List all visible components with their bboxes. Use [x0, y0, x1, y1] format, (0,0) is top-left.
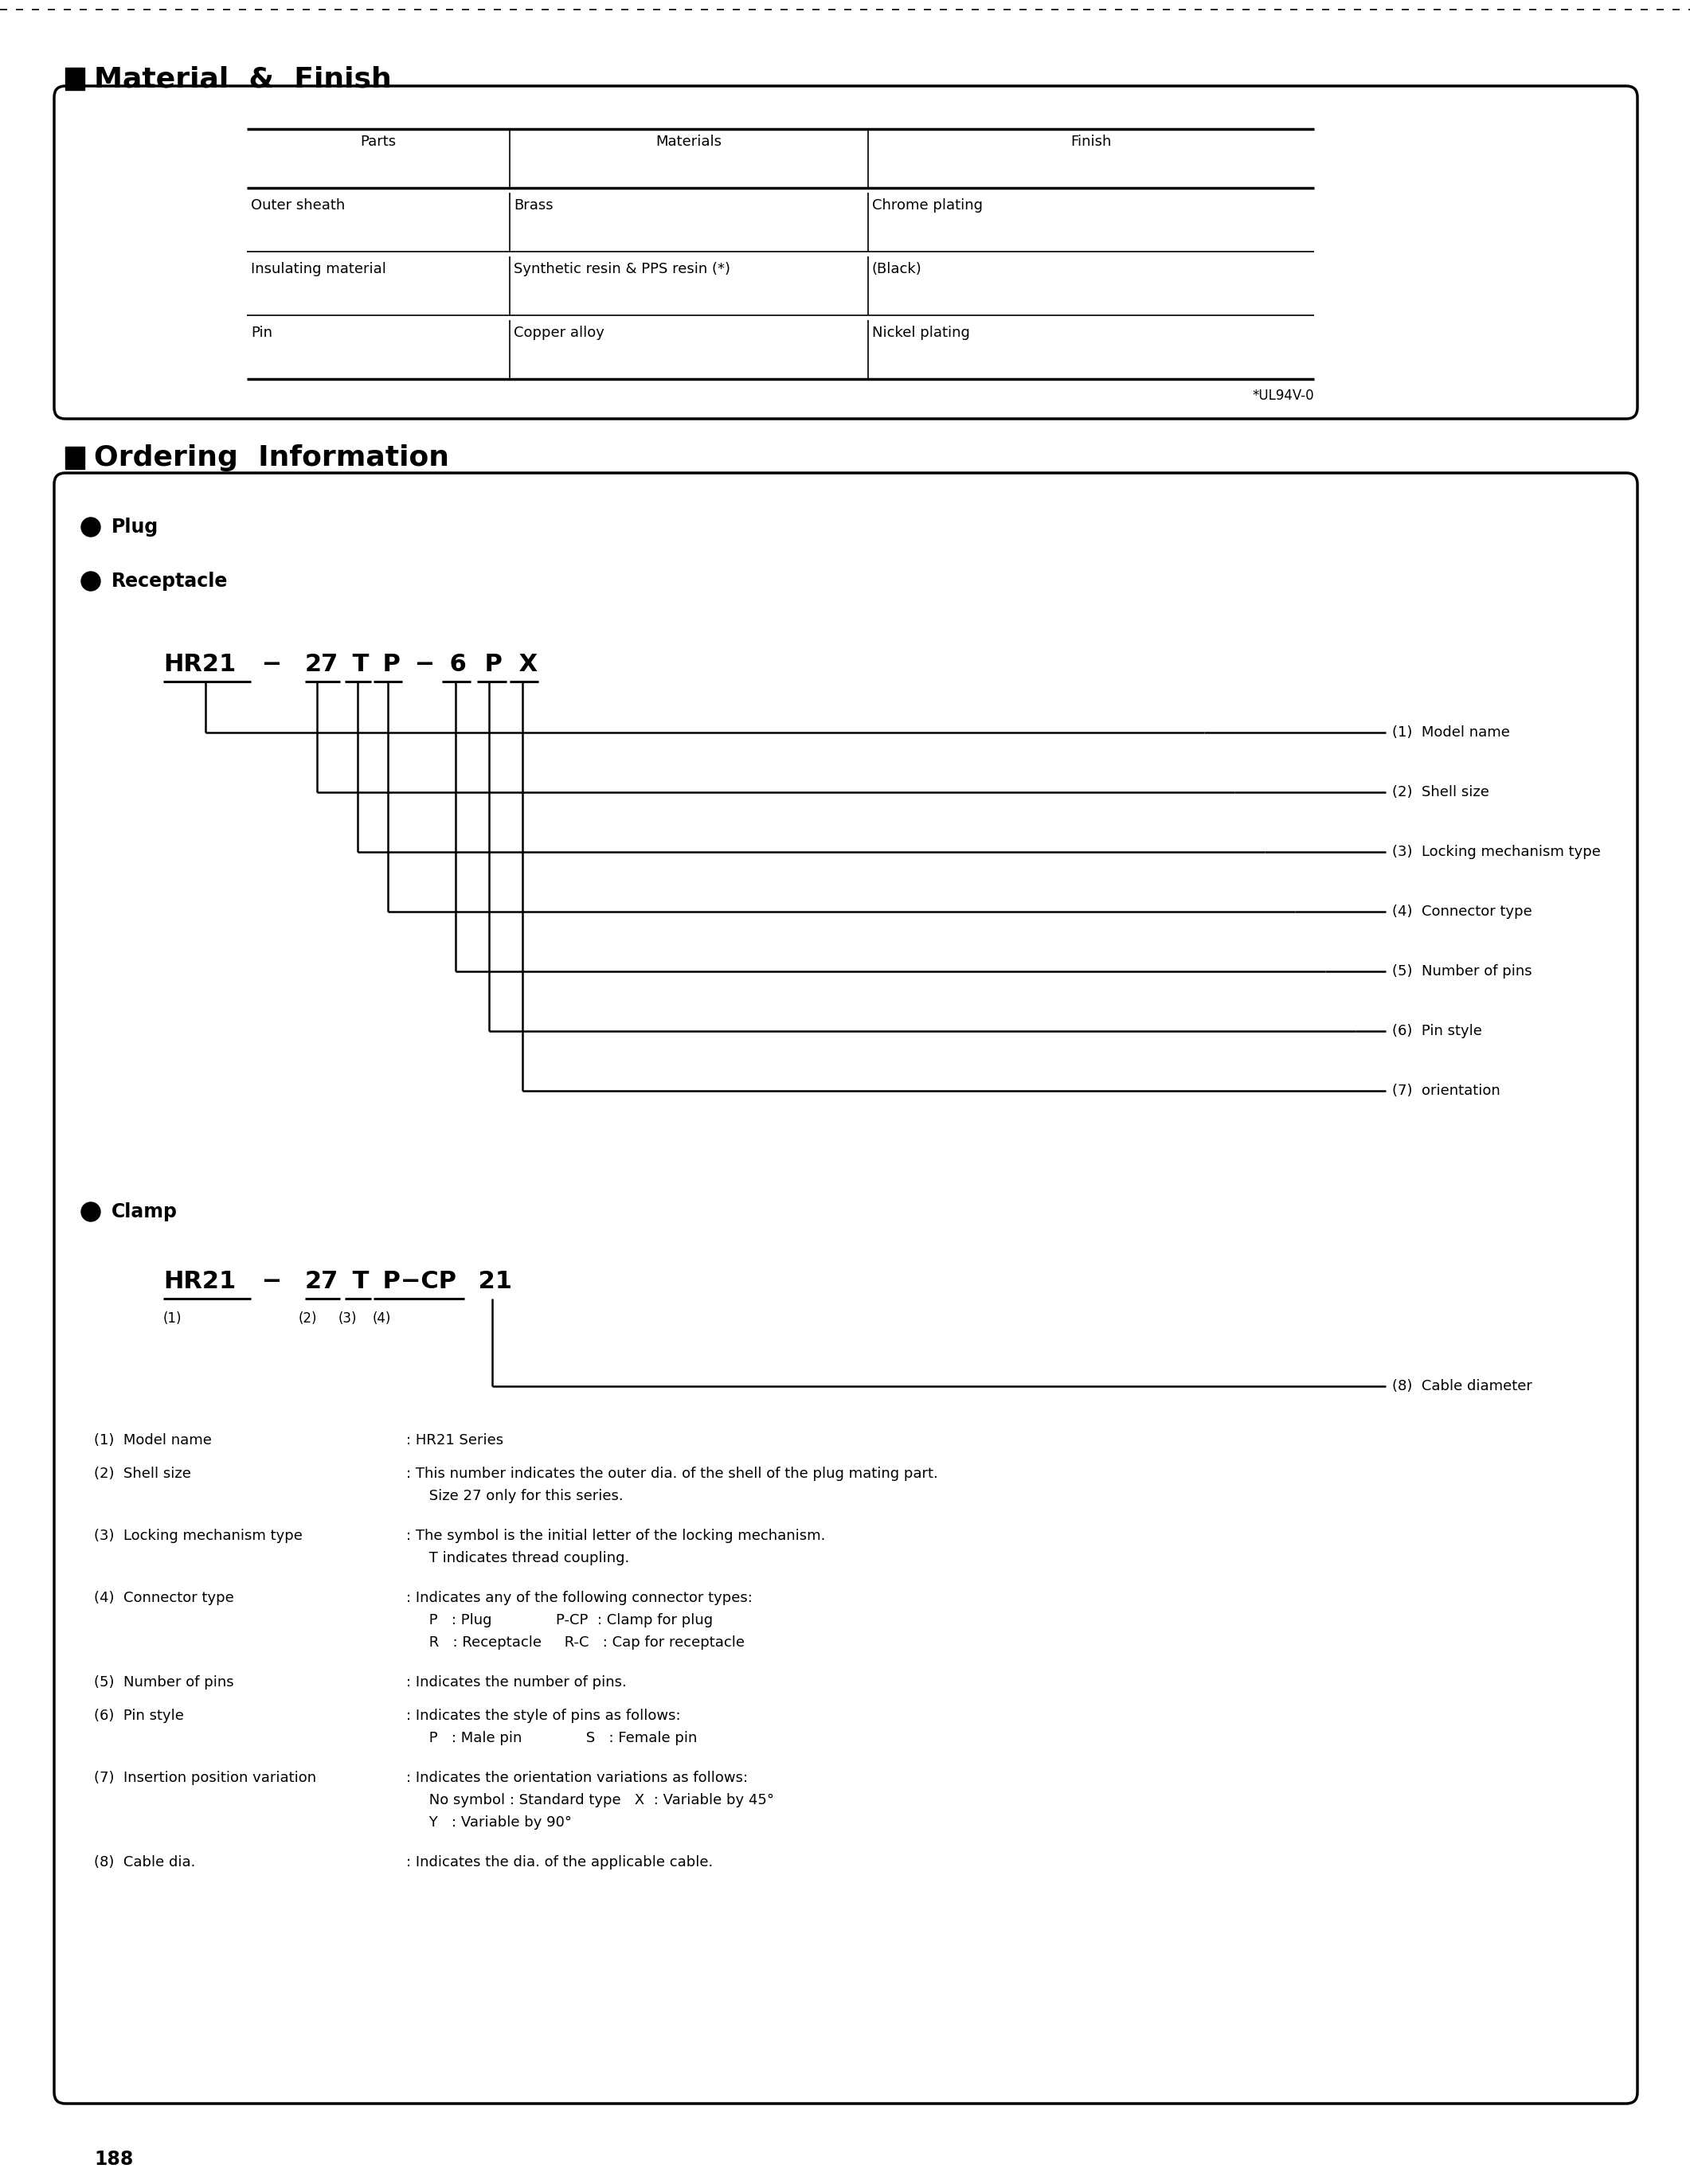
Text: (2): (2): [299, 1310, 318, 1326]
Text: (3)  Locking mechanism type: (3) Locking mechanism type: [95, 1529, 303, 1544]
Text: Nickel plating: Nickel plating: [872, 325, 970, 341]
Text: : This number indicates the outer dia. of the shell of the plug mating part.: : This number indicates the outer dia. o…: [406, 1468, 938, 1481]
Text: (5)  Number of pins: (5) Number of pins: [1393, 963, 1533, 978]
Text: (5)  Number of pins: (5) Number of pins: [95, 1675, 233, 1690]
Text: Clamp: Clamp: [112, 1201, 177, 1221]
Circle shape: [81, 572, 100, 592]
Text: (2)  Shell size: (2) Shell size: [95, 1468, 191, 1481]
Text: P   : Male pin              S   : Female pin: P : Male pin S : Female pin: [406, 1732, 698, 1745]
Text: (8)  Cable diameter: (8) Cable diameter: [1393, 1378, 1533, 1393]
Text: 21: 21: [470, 1269, 512, 1293]
Text: Parts: Parts: [360, 135, 395, 149]
Bar: [66, 68, 84, 90]
Text: (8)  Cable dia.: (8) Cable dia.: [95, 1854, 196, 1870]
Text: Outer sheath: Outer sheath: [250, 199, 345, 212]
Text: Plug: Plug: [112, 518, 159, 537]
Text: (7)  Insertion position variation: (7) Insertion position variation: [95, 1771, 316, 1784]
Text: (6)  Pin style: (6) Pin style: [95, 1708, 184, 1723]
FancyBboxPatch shape: [54, 85, 1638, 419]
Text: Chrome plating: Chrome plating: [872, 199, 984, 212]
Text: 27: 27: [304, 653, 338, 677]
Text: (4)  Connector type: (4) Connector type: [95, 1590, 233, 1605]
Text: (Black): (Black): [872, 262, 923, 277]
Text: −: −: [254, 653, 291, 677]
Text: : Indicates the style of pins as follows:: : Indicates the style of pins as follows…: [406, 1708, 681, 1723]
Circle shape: [81, 518, 100, 537]
Text: P−CP: P−CP: [373, 1269, 456, 1293]
Text: : Indicates the orientation variations as follows:: : Indicates the orientation variations a…: [406, 1771, 749, 1784]
Text: Brass: Brass: [514, 199, 553, 212]
Text: Y   : Variable by 90°: Y : Variable by 90°: [406, 1815, 571, 1830]
Text: Materials: Materials: [656, 135, 722, 149]
Text: 188: 188: [95, 2149, 134, 2169]
Text: : HR21 Series: : HR21 Series: [406, 1433, 504, 1448]
Text: Insulating material: Insulating material: [250, 262, 385, 277]
FancyBboxPatch shape: [54, 474, 1638, 2103]
Text: Copper alloy: Copper alloy: [514, 325, 605, 341]
Text: *UL94V-0: *UL94V-0: [1252, 389, 1315, 402]
Text: (4)  Connector type: (4) Connector type: [1393, 904, 1533, 919]
Text: −: −: [406, 653, 434, 677]
Text: : The symbol is the initial letter of the locking mechanism.: : The symbol is the initial letter of th…: [406, 1529, 825, 1544]
Text: (3): (3): [338, 1310, 357, 1326]
Text: P   : Plug              P-CP  : Clamp for plug: P : Plug P-CP : Clamp for plug: [406, 1614, 713, 1627]
Text: Receptacle: Receptacle: [112, 572, 228, 592]
Text: (1)  Model name: (1) Model name: [1393, 725, 1509, 740]
Text: R   : Receptacle     R-C   : Cap for receptacle: R : Receptacle R-C : Cap for receptacle: [406, 1636, 745, 1649]
Text: T: T: [345, 653, 368, 677]
Text: −: −: [254, 1269, 291, 1293]
Text: : Indicates any of the following connector types:: : Indicates any of the following connect…: [406, 1590, 752, 1605]
Text: (1): (1): [164, 1310, 183, 1326]
Text: : Indicates the number of pins.: : Indicates the number of pins.: [406, 1675, 627, 1690]
Text: No symbol : Standard type   X  : Variable by 45°: No symbol : Standard type X : Variable b…: [406, 1793, 774, 1808]
Text: 6: 6: [441, 653, 466, 677]
Text: (1)  Model name: (1) Model name: [95, 1433, 211, 1448]
Text: HR21: HR21: [164, 1269, 237, 1293]
Text: HR21: HR21: [164, 653, 237, 677]
Text: T: T: [345, 1269, 368, 1293]
Text: T indicates thread coupling.: T indicates thread coupling.: [406, 1551, 629, 1566]
Text: P: P: [373, 653, 401, 677]
Text: Pin: Pin: [250, 325, 272, 341]
Text: X: X: [510, 653, 537, 677]
Text: Finish: Finish: [1071, 135, 1112, 149]
Text: Size 27 only for this series.: Size 27 only for this series.: [406, 1489, 624, 1503]
Text: (2)  Shell size: (2) Shell size: [1393, 784, 1489, 799]
Text: (4): (4): [373, 1310, 392, 1326]
Text: : Indicates the dia. of the applicable cable.: : Indicates the dia. of the applicable c…: [406, 1854, 713, 1870]
Text: Material  &  Finish: Material & Finish: [95, 66, 392, 92]
Text: P: P: [477, 653, 502, 677]
Text: (7)  orientation: (7) orientation: [1393, 1083, 1501, 1099]
Circle shape: [81, 1201, 100, 1221]
Bar: [66, 448, 84, 470]
Text: Synthetic resin & PPS resin (*): Synthetic resin & PPS resin (*): [514, 262, 730, 277]
Text: (3)  Locking mechanism type: (3) Locking mechanism type: [1393, 845, 1600, 858]
Text: 27: 27: [304, 1269, 338, 1293]
Text: (6)  Pin style: (6) Pin style: [1393, 1024, 1482, 1037]
Text: Ordering  Information: Ordering Information: [95, 443, 450, 472]
